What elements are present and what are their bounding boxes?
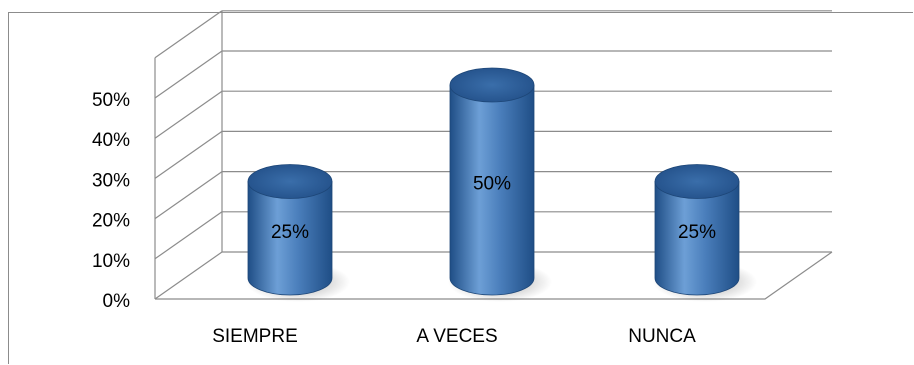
bar-body bbox=[654, 181, 740, 296]
y-tick-label: 40% bbox=[92, 130, 130, 151]
gridline-side bbox=[154, 251, 223, 300]
gridline-side bbox=[154, 10, 223, 59]
y-tick-label: 0% bbox=[103, 291, 131, 312]
y-tick-label: 20% bbox=[92, 211, 130, 232]
bar-top bbox=[247, 164, 333, 199]
data-label: 25% bbox=[271, 222, 309, 243]
x-tick-label: NUNCA bbox=[628, 326, 696, 347]
gridline-side bbox=[154, 130, 223, 179]
gridline-side bbox=[154, 211, 223, 260]
x-tick-label: A VECES bbox=[416, 326, 497, 347]
bar-nunca: 25% bbox=[653, 164, 757, 302]
y-axis-ticks: 0% 10% 20% 30% 40% 50% bbox=[92, 90, 130, 312]
bars: 25% 50% 25% bbox=[246, 67, 757, 302]
data-label: 25% bbox=[678, 222, 716, 243]
gridline-side bbox=[154, 50, 223, 99]
chart-border bbox=[8, 12, 913, 364]
bar-top bbox=[654, 164, 740, 199]
gridline-side bbox=[154, 90, 223, 139]
y-tick-label: 30% bbox=[92, 170, 130, 191]
y-tick-label: 50% bbox=[92, 90, 130, 111]
data-label: 50% bbox=[473, 174, 511, 195]
gridline-side bbox=[154, 171, 223, 220]
bar-body bbox=[247, 181, 333, 296]
bar-top bbox=[449, 67, 535, 103]
bar-a-veces: 50% bbox=[448, 67, 552, 302]
x-axis-ticks: SIEMPRE A VECES NUNCA bbox=[212, 326, 696, 347]
x-tick-label: SIEMPRE bbox=[212, 326, 298, 347]
floor-edge bbox=[155, 251, 833, 300]
y-tick-label: 10% bbox=[92, 251, 130, 272]
bar-siempre: 25% bbox=[246, 164, 350, 302]
bar-body bbox=[449, 84, 535, 296]
